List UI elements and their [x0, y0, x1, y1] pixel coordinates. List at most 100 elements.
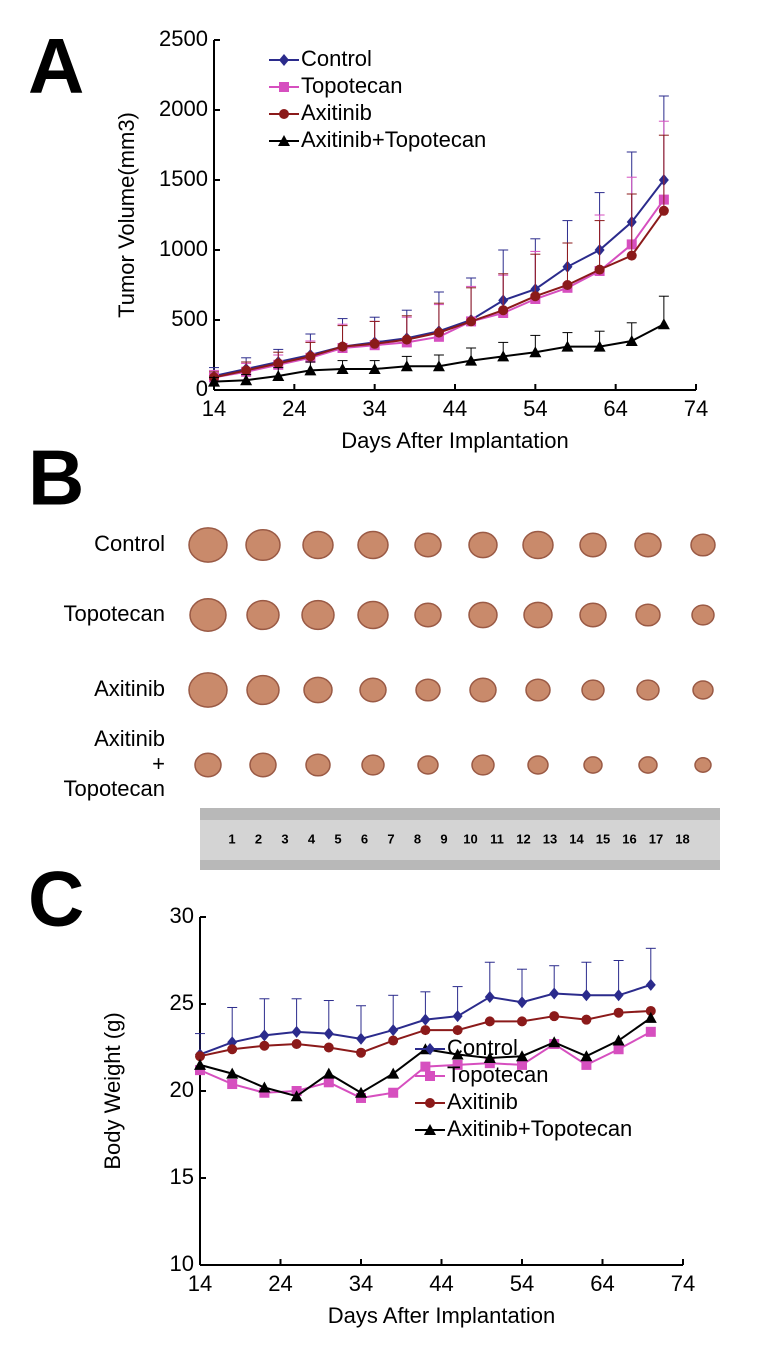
- x-tick-label: 44: [443, 396, 467, 421]
- ruler-label: 7: [387, 831, 394, 846]
- ruler-label: 18: [675, 831, 689, 846]
- panel-label: A: [28, 22, 84, 110]
- x-tick-label: 14: [188, 1271, 212, 1296]
- marker: [195, 1051, 205, 1062]
- marker: [465, 354, 478, 366]
- marker: [484, 1058, 495, 1069]
- marker: [356, 1032, 366, 1045]
- marker: [561, 340, 574, 352]
- row-label: Topotecan: [63, 601, 165, 626]
- tumor: [523, 601, 553, 629]
- marker: [227, 1044, 238, 1055]
- y-tick-label: 2500: [159, 26, 208, 51]
- marker: [645, 1005, 656, 1016]
- marker: [323, 1027, 334, 1040]
- tumor: [305, 753, 331, 777]
- y-tick-label: 1500: [159, 166, 208, 191]
- marker: [279, 82, 289, 92]
- marker: [272, 370, 285, 381]
- tumor: [579, 532, 607, 558]
- marker: [581, 989, 592, 1002]
- marker: [291, 1025, 302, 1038]
- marker: [498, 305, 509, 316]
- x-axis-label: Days After Implantation: [341, 428, 568, 453]
- marker: [433, 327, 444, 338]
- x-axis-label: Days After Implantation: [328, 1303, 555, 1328]
- row-label: Topotecan: [63, 776, 165, 801]
- marker: [549, 1011, 560, 1022]
- row-label: Control: [94, 531, 165, 556]
- marker: [273, 358, 284, 369]
- ruler-label: 11: [490, 831, 504, 846]
- x-tick-label: 74: [684, 396, 708, 421]
- legend-label: Topotecan: [301, 73, 403, 98]
- tumor: [579, 602, 607, 628]
- x-tick-label: 14: [202, 396, 226, 421]
- tumor: [246, 599, 280, 631]
- marker: [645, 978, 656, 991]
- tumor: [246, 674, 280, 706]
- tumor: [635, 603, 661, 627]
- marker: [593, 340, 606, 352]
- y-tick-label: 0: [196, 376, 208, 401]
- tumor: [188, 527, 228, 563]
- y-axis-label: Tumor Volume(mm3): [114, 112, 139, 318]
- marker: [516, 1050, 528, 1062]
- marker: [291, 1039, 302, 1050]
- marker: [581, 1059, 592, 1070]
- marker: [581, 1014, 592, 1025]
- marker: [425, 1098, 435, 1108]
- marker: [323, 1042, 334, 1053]
- marker: [657, 318, 670, 330]
- x-tick-label: 64: [603, 396, 627, 421]
- marker: [613, 989, 624, 1002]
- x-tick-label: 64: [590, 1271, 614, 1296]
- tumor: [417, 755, 439, 775]
- legend-label: Control: [301, 46, 372, 71]
- y-tick-label: 2000: [159, 96, 208, 121]
- ruler-label: 4: [308, 831, 316, 846]
- tumor: [469, 677, 497, 703]
- marker: [226, 1067, 239, 1079]
- tumor: [638, 756, 658, 774]
- tumor: [415, 678, 441, 702]
- marker: [387, 1067, 400, 1079]
- ruler-label: 2: [255, 831, 262, 846]
- marker: [484, 991, 495, 1004]
- marker: [337, 341, 348, 352]
- y-tick-label: 15: [170, 1164, 194, 1189]
- marker: [194, 1058, 206, 1070]
- ruler-label: 15: [596, 831, 610, 846]
- marker: [613, 1007, 624, 1018]
- marker: [355, 1086, 367, 1098]
- tumor: [303, 676, 333, 704]
- x-tick-label: 24: [282, 396, 306, 421]
- marker: [400, 360, 413, 372]
- marker: [517, 1059, 527, 1070]
- tumor: [245, 528, 281, 562]
- marker: [420, 1025, 431, 1036]
- marker: [452, 1025, 463, 1036]
- tumor: [414, 532, 442, 558]
- marker: [259, 1040, 270, 1051]
- y-tick-label: 25: [170, 990, 194, 1015]
- tumor: [357, 530, 389, 560]
- marker: [529, 346, 542, 358]
- marker: [258, 1081, 271, 1093]
- marker: [388, 1087, 399, 1098]
- tumor: [527, 755, 549, 775]
- marker: [388, 1035, 399, 1046]
- legend-label: Axitinib+Topotecan: [301, 127, 486, 152]
- row-label: Axitinib: [94, 676, 165, 701]
- marker: [658, 205, 669, 216]
- row-label: +: [152, 751, 165, 776]
- tumor: [525, 678, 551, 702]
- marker: [626, 250, 637, 261]
- ruler-label: 8: [414, 831, 421, 846]
- marker: [336, 363, 349, 374]
- tumor: [581, 679, 605, 701]
- ruler-label: 9: [440, 831, 447, 846]
- x-tick-label: 24: [268, 1271, 292, 1296]
- marker: [613, 1044, 624, 1055]
